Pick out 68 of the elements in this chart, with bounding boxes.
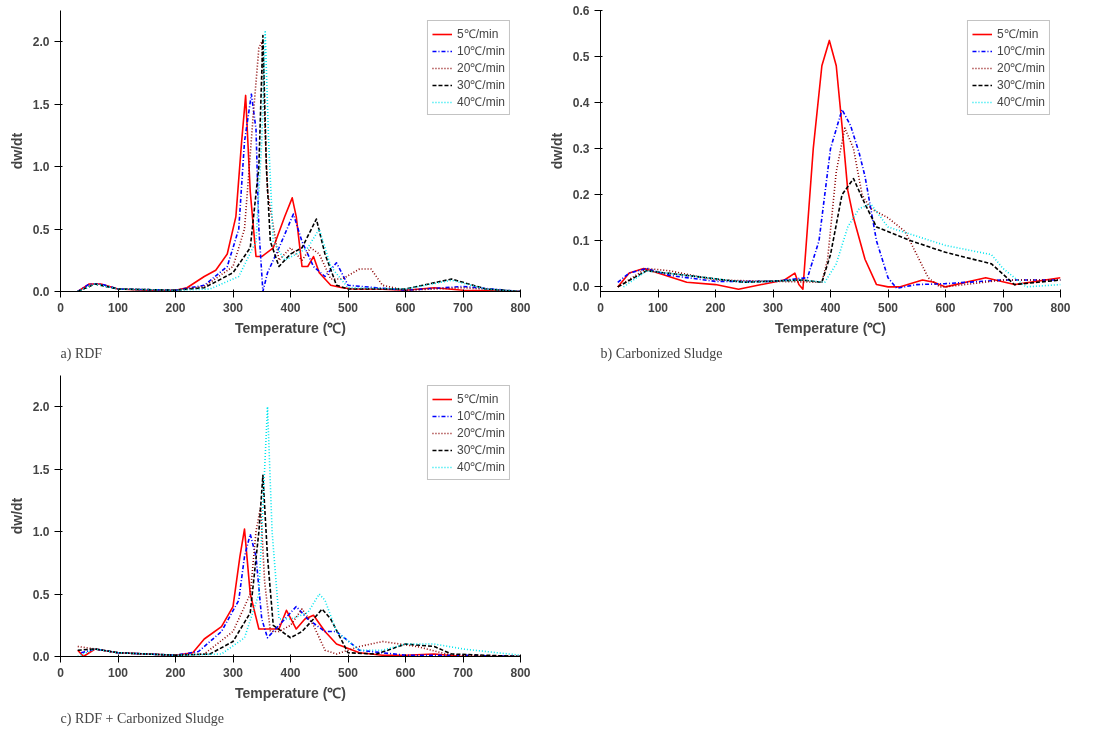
x-axis-title: Temperature (℃) xyxy=(235,319,346,336)
y-tick-label: 0.5 xyxy=(32,222,50,237)
text: c) RDF + Carbonized Sludge xyxy=(60,710,224,727)
x-tick-label: 100 xyxy=(107,300,129,315)
legend-label: 30℃/min xyxy=(996,77,1045,93)
y-tick-label: 2.0 xyxy=(32,35,50,50)
x-tick-label: 500 xyxy=(337,665,359,680)
y-tick-label: 0.1 xyxy=(572,234,590,249)
x-tick-label: 500 xyxy=(877,300,899,315)
y-tick-label: 0.5 xyxy=(572,50,590,65)
y-tick-label: 0.4 xyxy=(572,96,590,111)
x-tick-label: 200 xyxy=(165,300,186,315)
x-tick-label: 100 xyxy=(647,300,669,315)
y-tick-label: 0.0 xyxy=(32,285,50,299)
x-tick-label: 300 xyxy=(762,300,784,315)
legend-label: 5℃/min xyxy=(996,26,1039,42)
legend-label: 5℃/min xyxy=(456,391,499,407)
x-tick-label: 200 xyxy=(705,300,726,315)
y-tick-label: 1.5 xyxy=(32,97,50,112)
y-tick-label: 0.0 xyxy=(572,280,590,295)
y-tick-label: 0.2 xyxy=(572,188,590,203)
x-tick-label: 400 xyxy=(820,300,841,315)
x-tick-label: 400 xyxy=(280,665,301,680)
x-tick-label: 300 xyxy=(222,665,244,680)
legend-label: 5℃/min xyxy=(456,26,499,42)
legend-label: 10℃/min xyxy=(456,408,505,424)
x-axis-title: Temperature (℃) xyxy=(235,684,346,701)
legend-label: 40℃/min xyxy=(456,94,505,110)
x-tick-label: 0 xyxy=(57,300,65,315)
legend-label: 10℃/min xyxy=(996,43,1045,59)
y-tick-label: 0.6 xyxy=(572,4,590,18)
x-tick-label: 800 xyxy=(1050,300,1071,315)
x-tick-label: 600 xyxy=(395,300,416,315)
legend-label: 20℃/min xyxy=(456,425,505,441)
legend-label: 20℃/min xyxy=(456,60,505,76)
text: a) RDF xyxy=(60,345,103,362)
y-tick-label: 2.0 xyxy=(32,400,50,415)
x-tick-label: 700 xyxy=(992,300,1014,315)
y-tick-label: 0.0 xyxy=(32,650,50,664)
legend-label: 20℃/min xyxy=(996,60,1045,76)
x-axis-title: Temperature (℃) xyxy=(775,319,886,336)
y-tick-label: 1.0 xyxy=(32,525,50,540)
x-tick-label: 700 xyxy=(452,665,474,680)
y-tick-label: 0.3 xyxy=(572,142,590,157)
y-tick-label: 1.0 xyxy=(32,160,50,175)
x-tick-label: 200 xyxy=(165,665,186,680)
y-tick-label: 0.5 xyxy=(32,587,50,602)
x-tick-label: 600 xyxy=(935,300,956,315)
x-tick-label: 800 xyxy=(510,300,531,315)
x-tick-label: 400 xyxy=(280,300,301,315)
x-tick-label: 700 xyxy=(452,300,474,315)
y-axis-title: dw/dt xyxy=(8,132,25,170)
x-tick-label: 100 xyxy=(107,665,129,680)
x-tick-label: 800 xyxy=(510,665,531,680)
legend-label: 30℃/min xyxy=(456,442,505,458)
legend-label: 30℃/min xyxy=(456,77,505,93)
legend-label: 10℃/min xyxy=(456,43,505,59)
y-axis-title: dw/dt xyxy=(548,132,565,170)
y-tick-label: 1.5 xyxy=(32,462,50,477)
x-tick-label: 300 xyxy=(222,300,244,315)
legend-label: 40℃/min xyxy=(456,459,505,475)
x-tick-label: 0 xyxy=(597,300,605,315)
x-tick-label: 600 xyxy=(395,665,416,680)
text: b) Carbonized Sludge xyxy=(600,345,723,362)
x-tick-label: 0 xyxy=(57,665,65,680)
x-tick-label: 500 xyxy=(337,300,359,315)
legend-label: 40℃/min xyxy=(996,94,1045,110)
y-axis-title: dw/dt xyxy=(8,497,25,535)
